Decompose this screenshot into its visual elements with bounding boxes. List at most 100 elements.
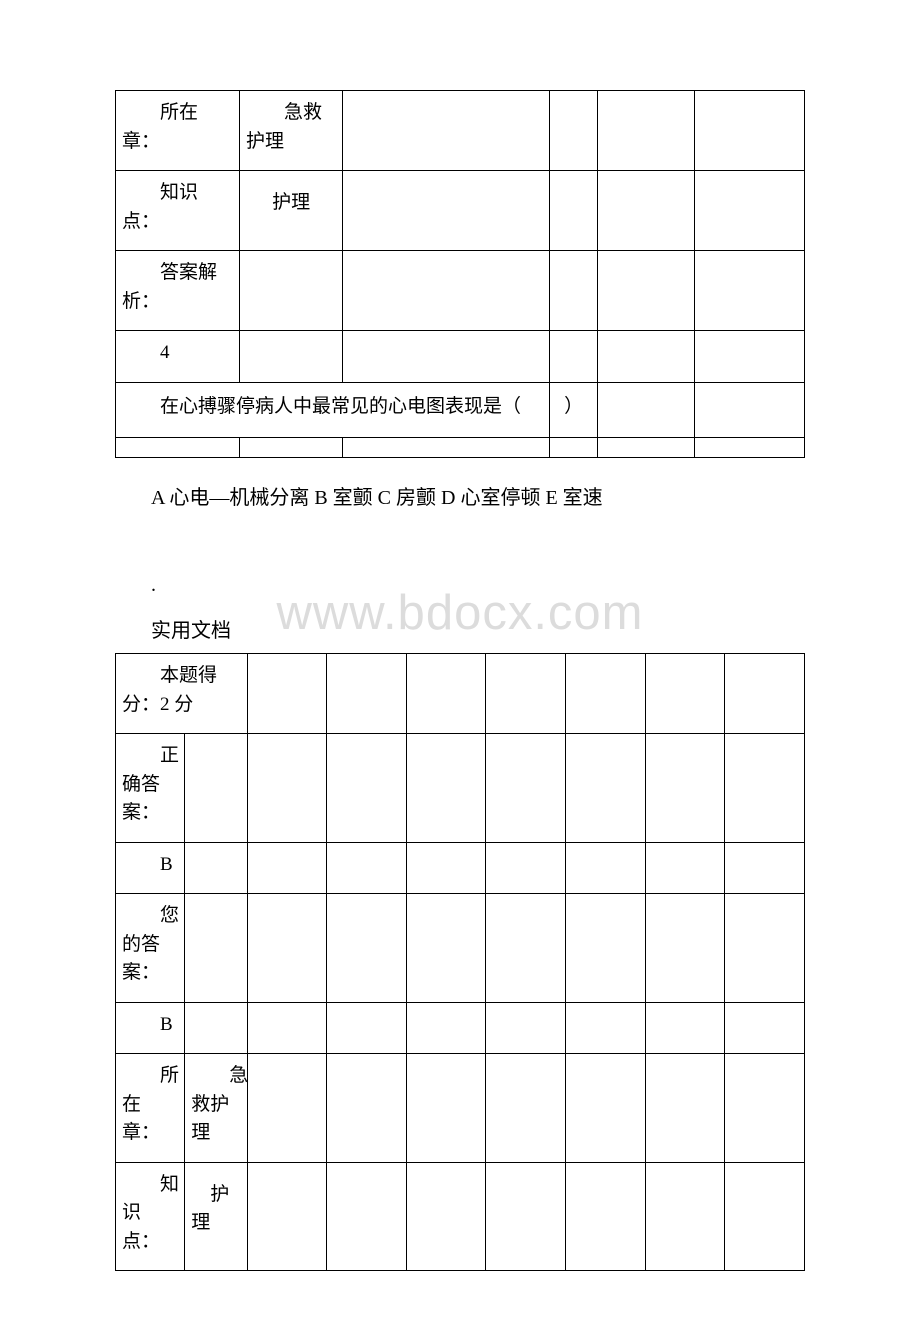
table-row: 本题得分：2 分 <box>116 654 805 734</box>
cell-empty <box>343 171 550 251</box>
cell-empty <box>247 1002 327 1054</box>
cell-empty <box>725 894 805 1003</box>
table-row: 4 <box>116 331 805 383</box>
cell-empty <box>725 654 805 734</box>
cell-analysis-label: 答案解析： <box>116 251 240 331</box>
cell-chapter-label: 所在章： <box>116 1054 185 1163</box>
cell-empty <box>343 251 550 331</box>
cell-empty <box>486 1054 566 1163</box>
cell-empty <box>486 654 566 734</box>
cell-empty <box>694 331 804 383</box>
cell-empty <box>550 251 598 331</box>
cell-empty <box>406 734 486 843</box>
cell-score-label: 本题得分：2 分 <box>116 654 248 734</box>
cell-empty <box>566 734 646 843</box>
cell-empty <box>247 842 327 894</box>
cell-empty <box>566 894 646 1003</box>
table-row: 您的答案： <box>116 894 805 1003</box>
cell-empty <box>694 251 804 331</box>
cell-empty <box>645 894 725 1003</box>
cell-empty <box>694 438 804 458</box>
cell-empty <box>240 438 343 458</box>
cell-kp-label: 知识点： <box>116 1162 185 1271</box>
cell-empty <box>550 331 598 383</box>
dot-separator: . <box>151 574 805 597</box>
cell-empty <box>694 91 804 171</box>
cell-chapter-value: 急救护理 <box>185 1054 247 1163</box>
cell-empty <box>694 382 804 438</box>
cell-empty <box>406 1002 486 1054</box>
cell-empty <box>406 842 486 894</box>
cell-empty <box>185 1002 247 1054</box>
table-row: B <box>116 842 805 894</box>
cell-empty <box>247 734 327 843</box>
table-answer-meta: 本题得分：2 分 正确答案： B <box>115 653 805 1271</box>
cell-empty <box>566 1054 646 1163</box>
cell-empty <box>327 1162 407 1271</box>
cell-empty <box>645 1002 725 1054</box>
cell-empty <box>185 842 247 894</box>
cell-empty <box>645 842 725 894</box>
cell-empty <box>185 734 247 843</box>
cell-empty <box>550 91 598 171</box>
cell-kp-value: 护理 <box>240 171 343 251</box>
cell-empty <box>486 734 566 843</box>
cell-empty <box>406 654 486 734</box>
table-row: B <box>116 1002 805 1054</box>
cell-empty <box>645 1054 725 1163</box>
cell-empty <box>247 1162 327 1271</box>
cell-empty <box>725 734 805 843</box>
cell-empty <box>725 1162 805 1271</box>
cell-empty <box>327 894 407 1003</box>
cell-empty <box>598 382 694 438</box>
cell-correct-answer-value: B <box>116 842 185 894</box>
cell-empty <box>550 438 598 458</box>
cell-question-paren: ） <box>550 382 598 438</box>
cell-empty <box>598 438 694 458</box>
cell-empty <box>185 894 247 1003</box>
cell-empty <box>327 734 407 843</box>
cell-kp-value: 护理 <box>185 1162 247 1271</box>
cell-empty <box>327 842 407 894</box>
table-row: 所在章： 急救护理 <box>116 91 805 171</box>
cell-chapter-value: 急救护理 <box>240 91 343 171</box>
cell-question-text: 在心搏骤停病人中最常见的心电图表现是（ <box>116 382 550 438</box>
document-page: 所在章： 急救护理 知识点： 护理 答案解析： 4 <box>0 0 920 1331</box>
cell-empty <box>598 251 694 331</box>
cell-empty <box>406 894 486 1003</box>
cell-empty <box>598 91 694 171</box>
cell-empty <box>406 1054 486 1163</box>
cell-empty <box>343 331 550 383</box>
cell-empty <box>247 894 327 1003</box>
cell-empty <box>343 91 550 171</box>
cell-empty <box>247 654 327 734</box>
cell-empty <box>598 171 694 251</box>
cell-empty <box>550 171 598 251</box>
cell-empty <box>240 331 343 383</box>
practical-doc-label: 实用文档 <box>151 615 805 647</box>
cell-empty <box>327 1054 407 1163</box>
table-row: 知识点： 护理 <box>116 171 805 251</box>
cell-question-number: 4 <box>116 331 240 383</box>
cell-kp-label: 知识点： <box>116 171 240 251</box>
cell-empty <box>343 438 550 458</box>
cell-empty <box>327 1002 407 1054</box>
cell-empty <box>725 1054 805 1163</box>
table-row <box>116 438 805 458</box>
table-question-meta: 所在章： 急救护理 知识点： 护理 答案解析： 4 <box>115 90 805 458</box>
cell-empty <box>566 842 646 894</box>
cell-empty <box>486 1162 566 1271</box>
table-row: 所在章： 急救护理 <box>116 1054 805 1163</box>
cell-empty <box>645 1162 725 1271</box>
table-row: 答案解析： <box>116 251 805 331</box>
cell-empty <box>725 1002 805 1054</box>
cell-empty <box>116 438 240 458</box>
cell-empty <box>406 1162 486 1271</box>
cell-chapter-label: 所在章： <box>116 91 240 171</box>
cell-correct-answer-label: 正确答案： <box>116 734 185 843</box>
cell-empty <box>645 734 725 843</box>
cell-empty <box>725 842 805 894</box>
cell-your-answer-label: 您的答案： <box>116 894 185 1003</box>
cell-empty <box>486 842 566 894</box>
table-row: 在心搏骤停病人中最常见的心电图表现是（ ） <box>116 382 805 438</box>
